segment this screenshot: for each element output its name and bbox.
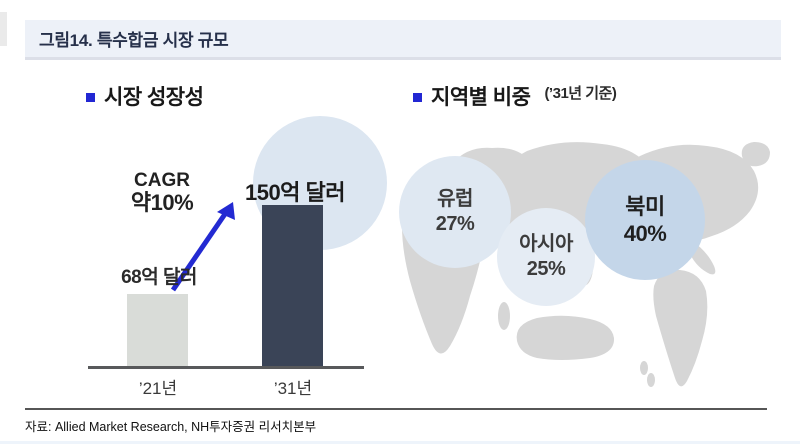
bar-2021-value-label: 68억 달러 (121, 267, 197, 288)
footer-divider (25, 408, 767, 410)
x-tick-2021: ’21년 (138, 379, 178, 398)
figure-title-bar: 그림14. 특수합금 시장 규모 (25, 20, 781, 60)
bar-2021 (127, 294, 188, 367)
right-section-subtitle: (’31년 기준) (544, 85, 617, 102)
right-section-title: 지역별 비중 (431, 86, 531, 109)
page-edge-artifact (0, 12, 7, 46)
source-note: 자료: Allied Market Research, NH투자증권 리서치본부 (25, 420, 317, 434)
bullet-square-icon (86, 93, 95, 102)
region-bubble-europe: 유럽 27% (399, 156, 511, 268)
right-section-header: 지역별 비중 (’31년 기준) (413, 85, 617, 109)
cagr-annotation-line2: 약10% (130, 190, 194, 215)
x-tick-2031: ’31년 (273, 379, 313, 398)
cagr-annotation: CAGR 약10% (102, 170, 222, 214)
x-axis-line (88, 366, 364, 369)
page-bottom-artifact (0, 441, 800, 444)
cagr-annotation-line1: CAGR (134, 170, 190, 191)
bullet-square-icon (413, 93, 422, 102)
region-share: 25% (526, 258, 566, 280)
bar-2031-value-label: 150억 달러 (244, 180, 346, 205)
left-section-header: 시장 성장성 (86, 86, 204, 109)
region-name: 북미 (625, 193, 665, 219)
bar-2031 (262, 205, 323, 367)
region-name: 유럽 (437, 188, 473, 210)
region-bubble-north-america: 북미 40% (585, 160, 705, 280)
growth-arrow-icon (170, 202, 235, 292)
region-share: 27% (435, 213, 475, 235)
left-section-title: 시장 성장성 (104, 86, 204, 109)
region-bubble-asia: 아시아 25% (497, 208, 595, 306)
region-name: 아시아 (519, 233, 573, 255)
region-share: 40% (623, 221, 667, 246)
figure-title: 그림14. 특수합금 시장 규모 (39, 31, 229, 50)
